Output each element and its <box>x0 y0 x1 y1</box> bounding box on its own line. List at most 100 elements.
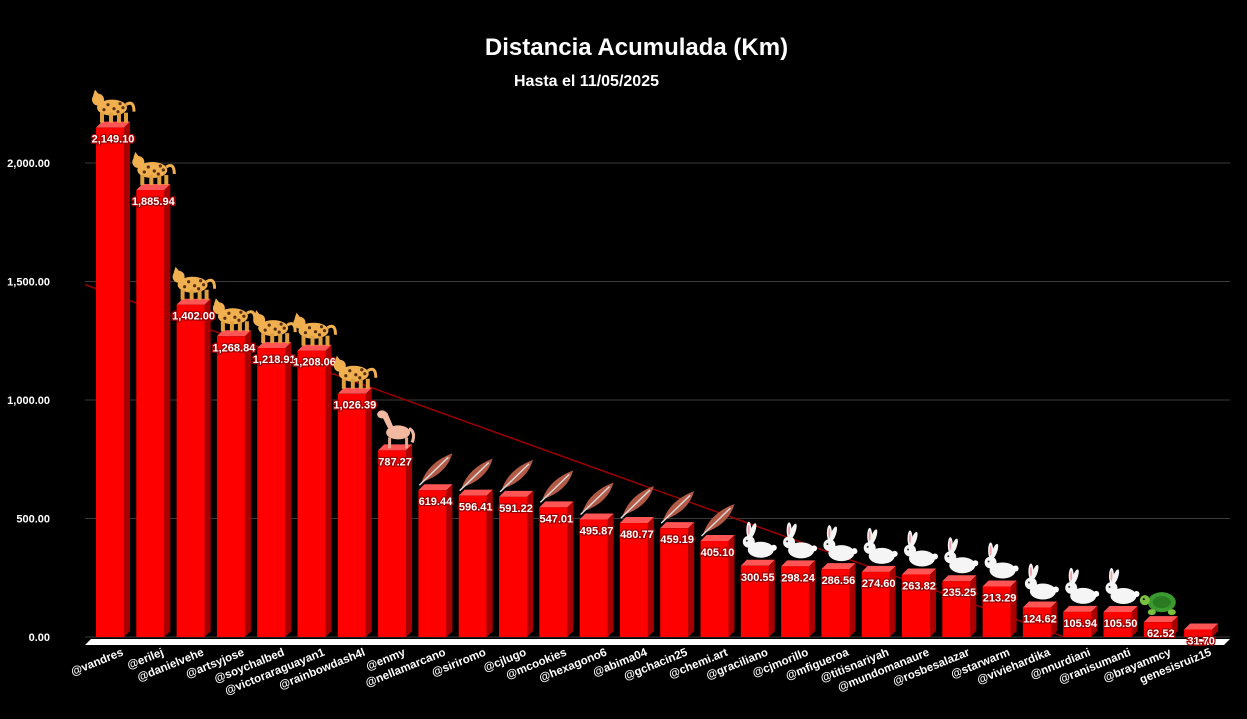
bar-side <box>889 565 896 637</box>
bar-top <box>982 580 1017 587</box>
bar-side <box>567 501 574 637</box>
bar-top <box>740 559 775 566</box>
bar-top <box>216 330 251 337</box>
feather-icon <box>660 491 695 524</box>
data-label: 787.27 <box>378 456 412 468</box>
bar-top <box>499 490 533 497</box>
rabbit-icon <box>783 522 818 559</box>
bar-side <box>406 444 413 637</box>
leopard-icon <box>212 298 257 332</box>
bar-side <box>809 560 816 637</box>
bar <box>96 127 124 637</box>
bar-top <box>902 568 936 575</box>
data-label: 1,218.91 <box>253 354 296 366</box>
bar <box>861 571 890 637</box>
data-label: 591.22 <box>499 503 533 515</box>
data-label: 1,402.00 <box>172 311 215 323</box>
bar-side <box>647 517 654 637</box>
bar <box>1184 629 1213 637</box>
bar <box>499 496 527 637</box>
chart-title: Distancia Acumulada (Km) <box>484 34 789 61</box>
feather-icon <box>580 482 614 516</box>
bar-top <box>418 484 453 491</box>
bar-top <box>539 501 574 508</box>
feather-icon <box>539 470 574 503</box>
bar-side <box>1091 605 1098 637</box>
rabbit-icon <box>863 527 898 564</box>
x-tick-label: @vandres <box>69 647 125 679</box>
bar-top <box>136 184 171 191</box>
data-label: 31.70 <box>1187 635 1215 647</box>
y-tick-label: 1,000.00 <box>7 395 50 407</box>
y-tick-label: 2,000.00 <box>7 158 50 170</box>
data-label: 459.19 <box>660 534 694 546</box>
bar <box>136 190 165 637</box>
bar-side <box>285 342 292 637</box>
bar-side <box>486 489 493 637</box>
bar-side <box>446 484 453 637</box>
bar-top <box>1063 605 1098 612</box>
bar <box>337 393 366 637</box>
bar-side <box>365 387 372 637</box>
data-label: 124.62 <box>1023 613 1057 625</box>
bar-side <box>1212 623 1219 637</box>
data-label: 2,149.10 <box>92 134 135 146</box>
bar-side <box>728 534 735 637</box>
data-label: 547.01 <box>539 513 573 525</box>
chart-floor <box>85 639 1230 645</box>
leopard-icon <box>293 312 337 346</box>
bar-side <box>1171 616 1178 637</box>
bar <box>1063 611 1092 637</box>
y-tick-label: 500.00 <box>16 514 50 526</box>
data-label: 105.50 <box>1104 618 1138 630</box>
bar-side <box>607 513 614 637</box>
bar-top <box>660 522 695 529</box>
bar-side <box>325 344 332 637</box>
bar-top <box>297 344 332 351</box>
bar <box>781 566 810 637</box>
bar <box>458 495 487 637</box>
bar-side <box>1131 605 1138 637</box>
bar-side <box>849 563 856 637</box>
bar <box>902 574 930 637</box>
leopard-icon <box>92 89 136 123</box>
bar <box>619 523 648 637</box>
feather-icon <box>700 503 735 537</box>
leopard-icon <box>132 152 176 186</box>
bar-side <box>164 184 171 637</box>
bar-top <box>821 563 856 570</box>
data-label: 405.10 <box>701 547 735 559</box>
bar <box>821 569 850 637</box>
rabbit-icon <box>1024 563 1059 600</box>
data-label: 1,026.39 <box>333 400 376 412</box>
data-label: 235.25 <box>942 587 976 599</box>
bar-top <box>378 444 413 451</box>
bar-top <box>176 298 211 305</box>
bar-side <box>1050 601 1057 637</box>
bar-top <box>619 517 654 524</box>
data-label: 1,885.94 <box>132 196 176 208</box>
bar-side <box>688 522 695 637</box>
bar-top <box>1184 623 1219 630</box>
bar-side <box>768 559 775 637</box>
rabbit-icon <box>984 542 1019 579</box>
data-label: 596.41 <box>459 502 493 514</box>
data-label: 619.44 <box>419 496 454 508</box>
data-label: 300.55 <box>741 572 775 584</box>
bar-top <box>1022 601 1057 608</box>
data-label: 62.52 <box>1147 628 1175 640</box>
chart-subtitle: Hasta el 11/05/2025 <box>513 73 659 90</box>
data-label: 105.94 <box>1063 618 1098 630</box>
bar-top <box>337 387 372 394</box>
data-label: 274.60 <box>862 578 896 590</box>
bar <box>176 304 205 637</box>
bar-top <box>700 534 735 541</box>
feather-icon <box>620 486 654 519</box>
bar-top <box>1103 605 1138 612</box>
bar <box>660 528 689 637</box>
data-label: 263.82 <box>902 580 936 592</box>
rabbit-icon <box>1105 567 1140 604</box>
bar-side <box>970 575 977 637</box>
bar-top <box>579 513 614 520</box>
y-tick-label: 0.00 <box>29 632 50 644</box>
